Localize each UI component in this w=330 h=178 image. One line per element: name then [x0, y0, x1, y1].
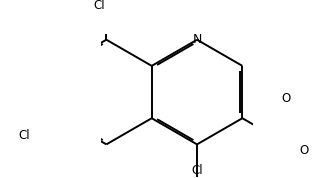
Text: N: N	[192, 33, 202, 46]
Text: O: O	[281, 92, 291, 105]
Text: Cl: Cl	[18, 129, 30, 142]
Text: O: O	[299, 144, 308, 157]
Text: Cl: Cl	[93, 0, 105, 12]
Text: Cl: Cl	[191, 164, 203, 177]
